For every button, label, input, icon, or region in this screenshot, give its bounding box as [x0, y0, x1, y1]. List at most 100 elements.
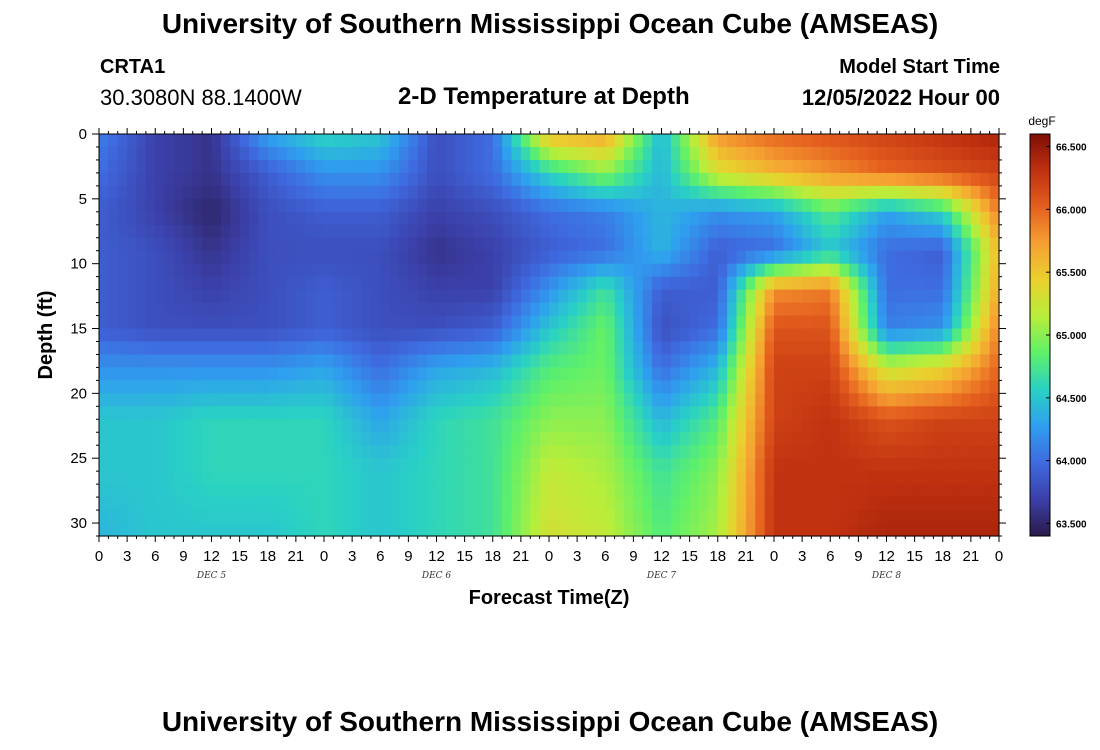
- heat-cell: [361, 198, 372, 213]
- heat-cell: [333, 484, 344, 498]
- heat-cell: [164, 315, 175, 330]
- heat-cell: [755, 393, 766, 407]
- heat-cell: [886, 185, 897, 200]
- heat-cell: [370, 367, 381, 381]
- heat-cell: [502, 445, 513, 459]
- x-tick-label: 15: [231, 548, 248, 565]
- heat-cell: [689, 445, 700, 459]
- heat-cell: [961, 185, 972, 200]
- heat-cell: [586, 380, 597, 394]
- heat-cell: [483, 134, 494, 148]
- heat-cell: [520, 185, 531, 200]
- heat-cell: [877, 328, 888, 343]
- heat-cell: [155, 471, 166, 485]
- heat-cell: [192, 523, 203, 537]
- heat-cell: [942, 198, 953, 213]
- heat-cell: [389, 172, 400, 187]
- heat-cell: [136, 276, 147, 291]
- heat-cell: [689, 354, 700, 369]
- heat-cell: [952, 354, 963, 369]
- heat-cell: [192, 432, 203, 446]
- heat-cell: [624, 419, 634, 433]
- heat-cell: [942, 354, 953, 369]
- heat-cell: [520, 172, 531, 187]
- heat-cell: [670, 134, 681, 148]
- heat-cell: [558, 315, 569, 330]
- heat-cell: [230, 458, 241, 472]
- heat-cell: [249, 315, 259, 330]
- heat-cell: [202, 302, 213, 317]
- heat-cell: [249, 185, 259, 200]
- x-tick-label: 9: [854, 548, 862, 565]
- heat-cell: [755, 406, 766, 420]
- heat-cell: [558, 432, 569, 446]
- heat-cell: [633, 237, 644, 252]
- heat-cell: [399, 198, 409, 213]
- heat-cell: [783, 146, 794, 161]
- heat-cell: [455, 458, 466, 472]
- heat-cell: [211, 393, 222, 407]
- heat-cell: [333, 263, 344, 278]
- heat-cell: [464, 367, 475, 381]
- heat-cell: [314, 172, 325, 187]
- heat-cell: [286, 237, 297, 252]
- heat-cell: [980, 367, 991, 381]
- heat-cell: [427, 380, 438, 394]
- heat-cell: [755, 315, 766, 330]
- heat-cell: [717, 276, 728, 291]
- heat-cell: [408, 458, 419, 472]
- heat-cell: [511, 458, 522, 472]
- heat-cell: [680, 523, 691, 537]
- colorbar-tick-label: 66.000: [1056, 205, 1087, 216]
- heat-cell: [145, 211, 156, 226]
- heat-cell: [352, 263, 363, 278]
- heat-cell: [127, 497, 138, 511]
- heat-cell: [174, 302, 184, 317]
- heat-cell: [586, 510, 597, 524]
- heat-cell: [736, 146, 747, 161]
- heat-cell: [970, 406, 981, 420]
- heat-cell: [483, 146, 494, 161]
- heat-cell: [595, 341, 606, 356]
- heat-cell: [220, 134, 231, 148]
- heat-cell: [652, 172, 663, 187]
- heat-cell: [614, 211, 625, 226]
- heat-cell: [839, 471, 850, 485]
- heat-cell: [492, 497, 503, 511]
- day-label: DEC 8: [871, 571, 902, 581]
- heat-cell: [877, 172, 888, 187]
- heat-cell: [370, 224, 381, 239]
- heat-cell: [258, 159, 269, 174]
- heat-cell: [455, 302, 466, 317]
- heat-cell: [924, 276, 934, 291]
- heat-cell: [539, 432, 550, 446]
- heat-cell: [689, 211, 700, 226]
- heat-cell: [614, 393, 625, 407]
- heat-cell: [230, 315, 241, 330]
- heat-cell: [361, 276, 372, 291]
- heat-cell: [370, 510, 381, 524]
- heat-cell: [717, 445, 728, 459]
- heat-cell: [520, 406, 531, 420]
- heat-cell: [333, 250, 344, 265]
- heat-cell: [727, 484, 738, 498]
- heat-cell: [905, 211, 916, 226]
- heat-cell: [192, 159, 203, 174]
- heat-cell: [127, 328, 138, 343]
- heat-cell: [989, 185, 1000, 200]
- heat-cell: [577, 393, 588, 407]
- heat-cell: [858, 341, 869, 356]
- heat-cell: [642, 367, 653, 381]
- heat-cell: [183, 406, 194, 420]
- heat-cell: [370, 172, 381, 187]
- heat-cell: [230, 146, 241, 161]
- heat-cell: [895, 510, 906, 524]
- heat-cell: [633, 146, 644, 161]
- heat-cell: [661, 276, 672, 291]
- heat-cell: [520, 224, 531, 239]
- heat-cell: [811, 458, 822, 472]
- heat-cell: [417, 328, 428, 343]
- heat-cell: [399, 328, 409, 343]
- heat-cell: [792, 146, 803, 161]
- heat-cell: [961, 432, 972, 446]
